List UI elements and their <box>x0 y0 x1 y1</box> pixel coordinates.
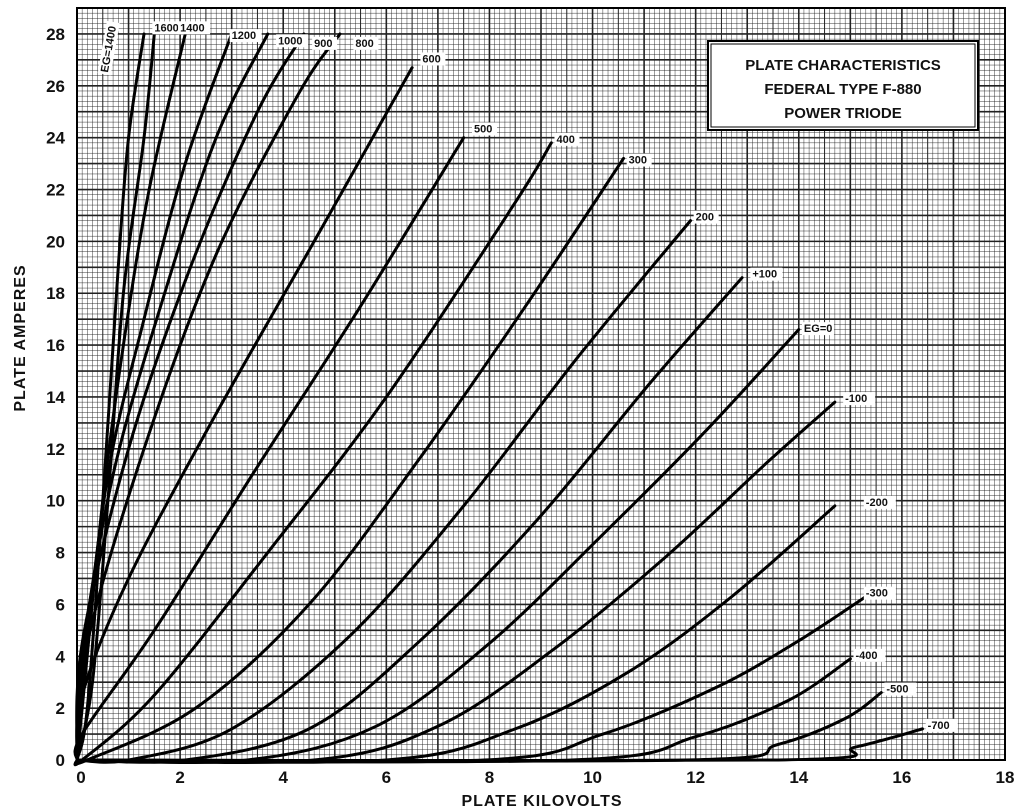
curve-label-bg-8 <box>471 122 497 136</box>
curve-label-4: 1000 <box>278 35 302 47</box>
x-tick-label: 6 <box>382 768 391 787</box>
curve-label-9: 400 <box>556 134 574 146</box>
y-tick-label: 26 <box>46 77 65 96</box>
curve-label-bg-13 <box>801 322 834 336</box>
curve-label-bg-9 <box>554 132 580 146</box>
title-box-frame <box>707 40 979 131</box>
curve-line-10 <box>73 156 625 766</box>
curve-line-5 <box>75 32 306 762</box>
title-line-1: PLATE CHARACTERISTICS <box>745 57 941 74</box>
characteristic-curves <box>73 32 925 767</box>
curve-label-15: -200 <box>866 497 888 509</box>
curve-label-bg-7 <box>420 52 446 66</box>
x-tick-label: 8 <box>485 768 494 787</box>
curve-label-bg-1 <box>152 21 185 35</box>
curve-line-2 <box>75 32 187 762</box>
curve-label-12: +100 <box>752 269 777 281</box>
curve-label-2: 1400 <box>180 22 204 34</box>
curve-line-11 <box>75 219 693 764</box>
curve-line-4 <box>75 32 270 762</box>
y-tick-label: 2 <box>56 699 65 718</box>
curve-label-16: -300 <box>866 588 888 600</box>
title-box-inner-frame <box>710 43 976 128</box>
curve-label-3: 1200 <box>232 30 256 42</box>
x-tick-label: 0 <box>76 768 85 787</box>
curve-label-bg-12 <box>750 267 783 281</box>
curve-label-14: -100 <box>845 393 867 405</box>
title-line-3: POWER TRIODE <box>784 105 902 122</box>
curve-label-11: 200 <box>696 212 714 224</box>
curve-label-bg-19 <box>925 718 958 732</box>
curve-label-bg-5 <box>312 36 338 50</box>
title-line-2: FEDERAL TYPE F-880 <box>764 81 921 98</box>
curve-label-1: 1600 <box>154 22 178 34</box>
curve-label-7: 600 <box>422 53 440 65</box>
x-tick-label: 10 <box>583 768 602 787</box>
y-tick-label: 18 <box>46 284 65 303</box>
curve-label-bg-6 <box>353 36 379 50</box>
curve-label-13: EG=0 <box>804 323 832 335</box>
curve-label-bg-18 <box>884 682 917 696</box>
curve-label-bg-0 <box>97 20 120 76</box>
y-tick-label: 10 <box>46 492 65 511</box>
curve-line-9 <box>73 141 553 767</box>
y-tick-label: 20 <box>46 232 65 251</box>
curve-line-7 <box>75 66 414 762</box>
curve-label-8: 500 <box>474 123 492 135</box>
curve-label-17: -400 <box>855 650 877 662</box>
y-tick-label: 6 <box>56 595 65 614</box>
curve-line-0 <box>75 32 146 762</box>
x-tick-label: 14 <box>789 768 808 787</box>
x-tick-label: 18 <box>996 768 1015 787</box>
x-tick-label: 4 <box>278 768 288 787</box>
curve-label-bg-3 <box>229 29 262 43</box>
y-tick-label: 4 <box>56 647 66 666</box>
curve-label-bg-2 <box>178 21 211 35</box>
curve-label-5: 900 <box>314 38 332 50</box>
curve-label-bg-16 <box>863 586 896 600</box>
curve-line-8 <box>73 136 466 762</box>
curve-line-6 <box>75 32 342 762</box>
grid-major <box>76 7 1006 761</box>
curve-label-bg-10 <box>626 153 652 167</box>
y-tick-label: 24 <box>46 129 65 148</box>
x-tick-label: 12 <box>686 768 705 787</box>
curve-label-bg-11 <box>693 210 719 224</box>
y-axis-label: PLATE AMPERES <box>12 264 29 411</box>
curve-line-19 <box>75 727 925 763</box>
curve-label-10: 300 <box>629 155 647 167</box>
curve-label-bg-4 <box>276 34 309 48</box>
curve-label-6: 800 <box>355 38 373 50</box>
y-tick-label: 28 <box>46 25 65 44</box>
y-tick-label: 16 <box>46 336 65 355</box>
curve-label-bg-15 <box>863 495 896 509</box>
y-tick-label: 22 <box>46 181 65 200</box>
title-box: PLATE CHARACTERISTICS FEDERAL TYPE F-880… <box>707 40 979 131</box>
curve-label-19: -700 <box>928 720 950 732</box>
curve-label-bg-14 <box>843 392 876 406</box>
x-tick-label: 16 <box>892 768 911 787</box>
x-axis-label: PLATE KILOVOLTS <box>461 793 622 810</box>
y-tick-label: 8 <box>56 544 65 563</box>
x-tick-label: 2 <box>175 768 184 787</box>
x-tick-labels: 0 2 4 6 8 10 12 14 16 18 <box>76 768 1014 787</box>
y-tick-label: 14 <box>46 388 65 407</box>
curve-label-18: -500 <box>886 684 908 696</box>
y-tick-label: 12 <box>46 440 65 459</box>
y-tick-label: 0 <box>56 751 65 770</box>
curve-label-bg-17 <box>853 648 886 662</box>
